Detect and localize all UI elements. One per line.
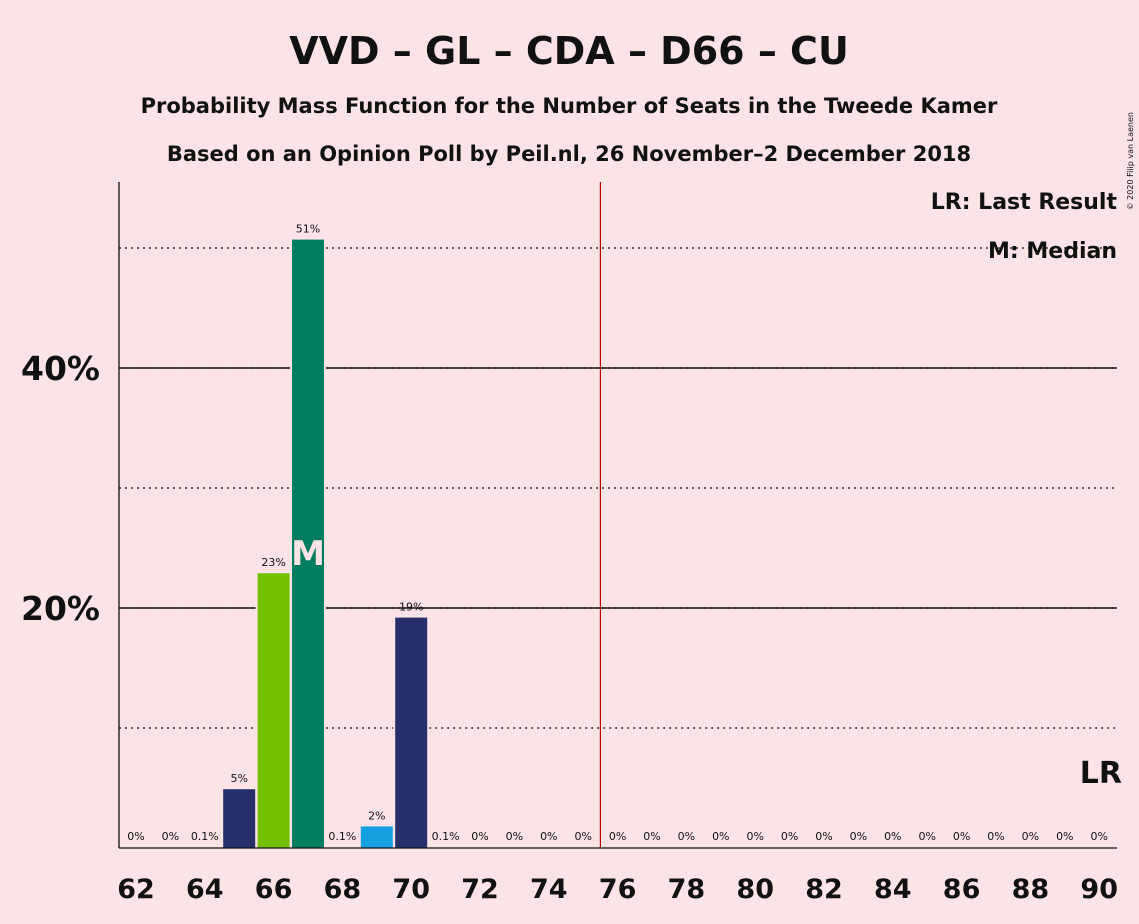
bar-label-79: 0% (712, 830, 729, 843)
x-tick-72: 72 (461, 874, 499, 905)
x-tick-88: 88 (1012, 874, 1050, 905)
bar-label-68: 0.1% (328, 830, 356, 843)
y-axis-ticks: 20% 40% (21, 349, 100, 628)
x-tick-70: 70 (392, 874, 430, 905)
grid-lines (119, 247, 1117, 729)
chart-subtitle-poll: Based on an Opinion Poll by Peil.nl, 26 … (167, 142, 971, 166)
x-tick-90: 90 (1080, 874, 1118, 905)
bar-label-88: 0% (1022, 830, 1039, 843)
x-tick-66: 66 (255, 874, 293, 905)
bar-label-87: 0% (987, 830, 1004, 843)
bar-label-65: 5% (230, 772, 247, 785)
bar-69 (360, 826, 393, 848)
x-tick-64: 64 (186, 874, 224, 905)
bar-65 (223, 789, 256, 848)
bar-label-64: 0.1% (191, 830, 219, 843)
bars (223, 239, 428, 849)
x-tick-86: 86 (943, 874, 981, 905)
bar-label-81: 0% (781, 830, 798, 843)
bar-label-69: 2% (368, 809, 385, 822)
bar-label-70: 19% (399, 601, 423, 614)
x-axis-ticks: 62 64 66 68 70 72 74 76 78 80 82 84 86 88 90 (117, 874, 1118, 905)
legend-last-result: LR: Last Result (931, 190, 1118, 215)
last-result-marker: LR (1080, 756, 1122, 791)
bar-labels: 0% 0% 0.1% 5% 23% 51% 0.1% 2% 19% 0.1% 0% 0% 0% 0% 0% 0… (127, 223, 1108, 843)
chart-subtitle: Probability Mass Function for the Number… (141, 94, 998, 118)
bar-label-67: 51% (296, 223, 320, 236)
y-tick-40: 40% (21, 349, 100, 388)
legend-median: M: Median (988, 239, 1117, 264)
copyright-notice: © 2020 Filip van Laenen (1126, 112, 1135, 210)
bar-66 (257, 573, 290, 848)
bar-label-78: 0% (678, 830, 695, 843)
bar-label-82: 0% (815, 830, 832, 843)
x-tick-78: 78 (668, 874, 706, 905)
y-tick-20: 20% (21, 589, 100, 628)
bar-label-75: 0% (574, 830, 591, 843)
bar-label-86: 0% (953, 830, 970, 843)
median-marker: M (291, 534, 325, 574)
bar-label-62: 0% (127, 830, 144, 843)
x-tick-62: 62 (117, 874, 155, 905)
bar-label-63: 0% (162, 830, 179, 843)
bar-label-80: 0% (746, 830, 763, 843)
x-tick-80: 80 (736, 874, 774, 905)
bar-label-72: 0% (471, 830, 488, 843)
bar-label-90: 0% (1090, 830, 1107, 843)
bar-label-66: 23% (261, 556, 285, 569)
bar-label-83: 0% (850, 830, 867, 843)
x-tick-76: 76 (599, 874, 637, 905)
bar-label-73: 0% (506, 830, 523, 843)
bar-label-84: 0% (884, 830, 901, 843)
x-tick-82: 82 (805, 874, 843, 905)
bar-label-77: 0% (643, 830, 660, 843)
chart-title: VVD – GL – CDA – D66 – CU (289, 29, 849, 73)
x-tick-84: 84 (874, 874, 912, 905)
bar-label-85: 0% (918, 830, 935, 843)
bar-label-76: 0% (609, 830, 626, 843)
bar-label-74: 0% (540, 830, 557, 843)
x-tick-68: 68 (324, 874, 362, 905)
bar-label-71: 0.1% (432, 830, 460, 843)
bar-label-89: 0% (1056, 830, 1073, 843)
bar-70 (395, 617, 428, 848)
x-tick-74: 74 (530, 874, 568, 905)
bar-67 (292, 239, 324, 849)
